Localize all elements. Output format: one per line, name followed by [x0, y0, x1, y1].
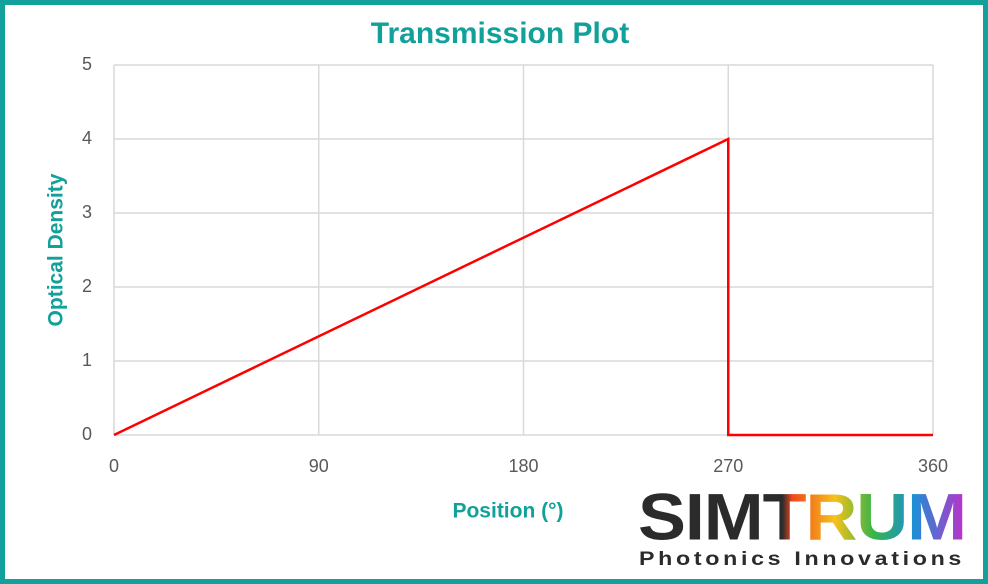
logo-name: SIMTRUM: [638, 479, 966, 553]
chart-title: Transmission Plot: [371, 17, 629, 50]
y-tick-label: 4: [82, 128, 92, 148]
y-axis-label: Optical Density: [45, 173, 68, 326]
x-tick-label: 360: [918, 456, 948, 476]
x-tick-label: 0: [109, 456, 119, 476]
y-tick-label: 0: [82, 424, 92, 444]
x-tick-label: 180: [508, 456, 538, 476]
logo-tagline: Photonics Innovations: [639, 549, 965, 570]
y-tick-label: 2: [82, 276, 92, 296]
y-tick-label: 5: [82, 54, 92, 74]
y-tick-label: 3: [82, 202, 92, 222]
y-tick-label: 1: [82, 350, 92, 370]
x-tick-label: 270: [713, 456, 743, 476]
x-axis-label: Position (°): [452, 500, 563, 523]
x-tick-label: 90: [309, 456, 329, 476]
data-line: [113, 137, 933, 437]
